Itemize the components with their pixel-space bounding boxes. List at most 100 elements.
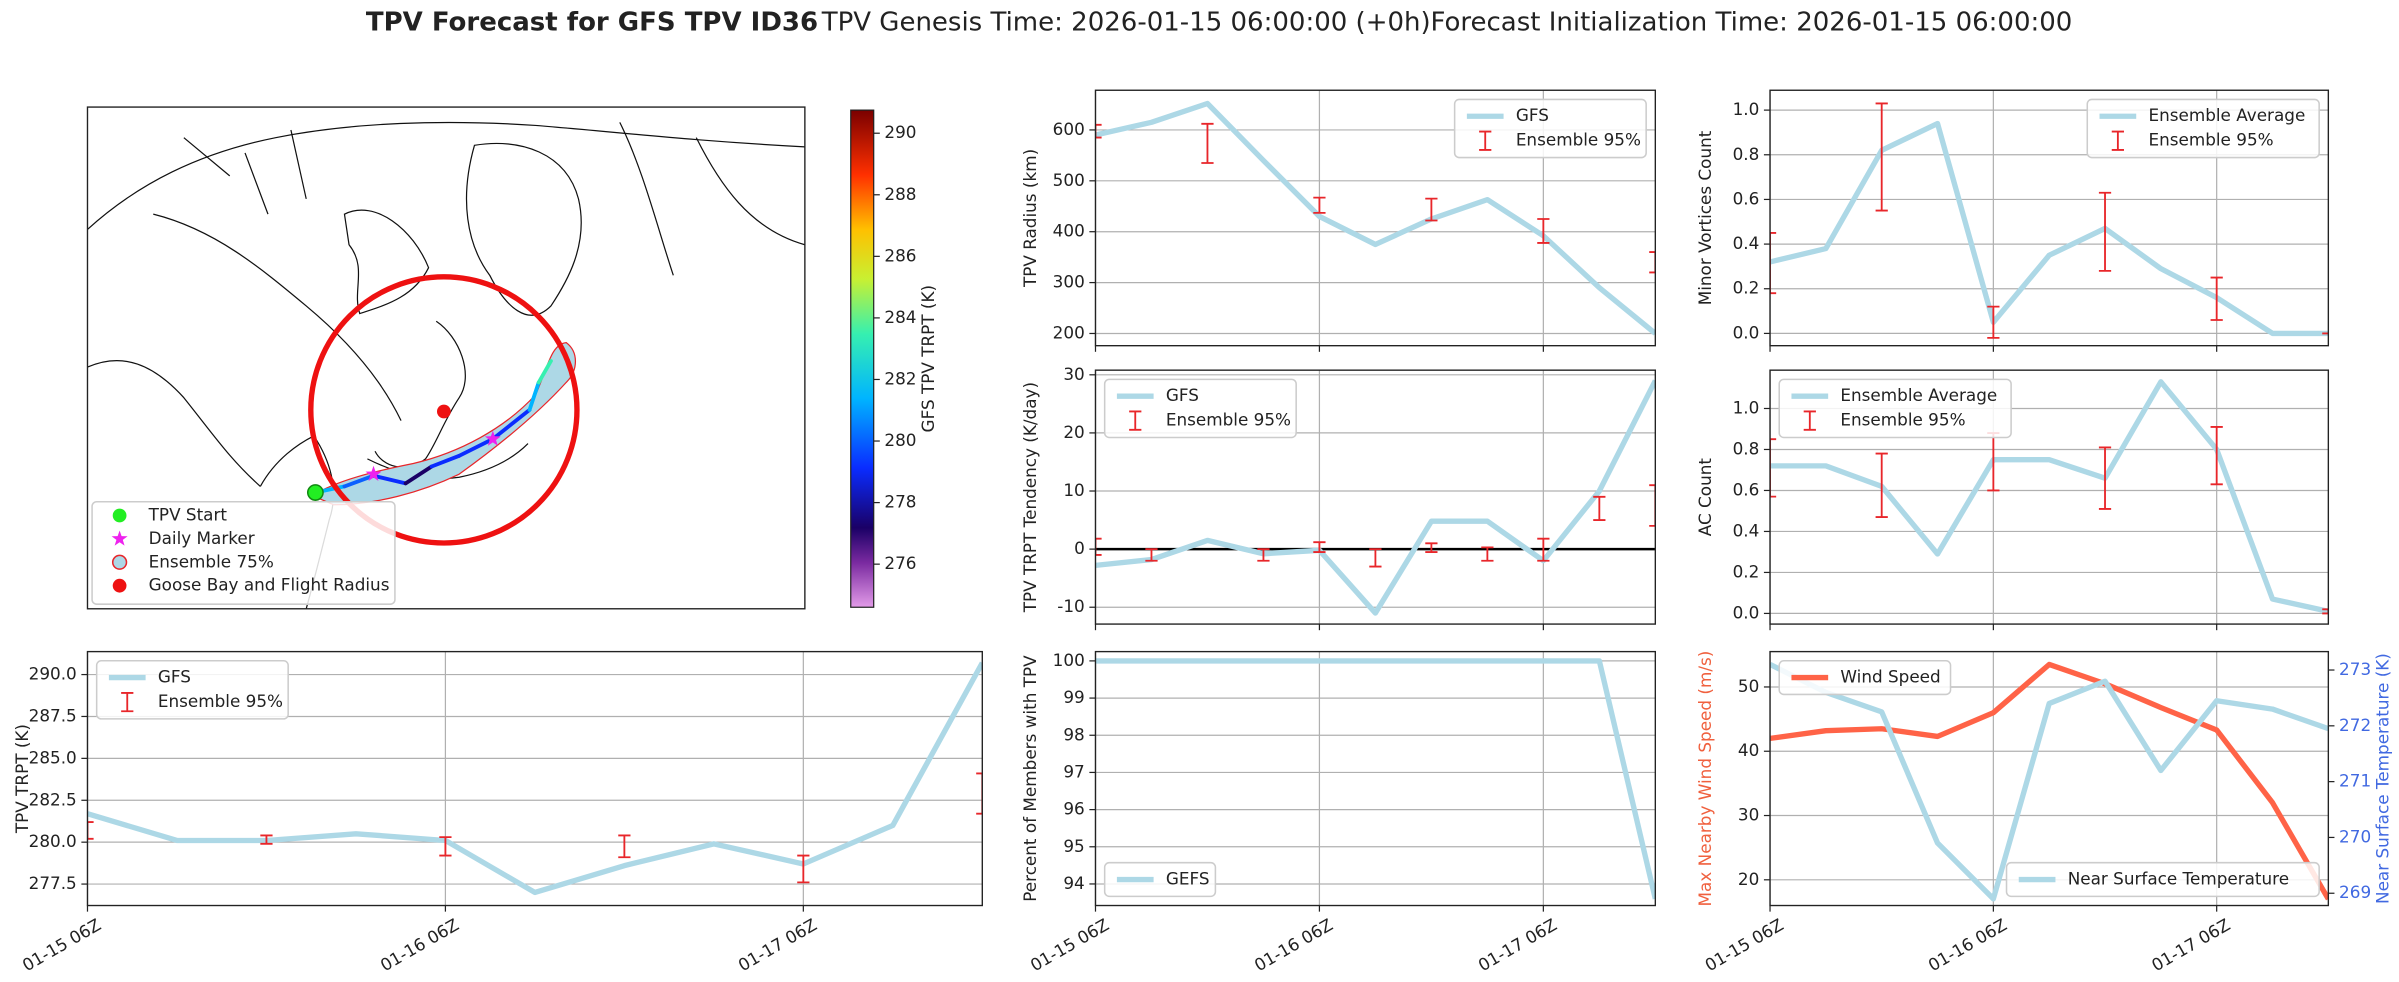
axes-frame [1769, 89, 2330, 347]
error-bar [1770, 232, 1777, 295]
error-bar [797, 854, 810, 884]
track-segment [536, 359, 553, 385]
legend-label: Ensemble 75% [149, 551, 274, 571]
legend-box [1103, 861, 1217, 898]
y-tick-label: 290.0 [29, 664, 77, 684]
y-tick-label: 97 [1063, 761, 1084, 781]
error-bar [1145, 548, 1158, 562]
coastline [374, 320, 466, 468]
y2-tick-label: 269 [2339, 882, 2371, 902]
y2-axis-label: Near Surface Temperature (K) [2372, 653, 2392, 904]
panel: 0.0 0.2 0.4 0.6 0.8 1.0 Minor Vortices Count En… [1695, 89, 2330, 352]
error-bar [1313, 541, 1326, 553]
panel: 200 300 400 500 600 TPV Radius (km) GFS Ensembl… [1020, 89, 1657, 352]
panel: 01-15 06Z 01-16 06Z 01-17 06Z 94 95 96 97 98 99 1… [1020, 650, 1657, 975]
y-tick-label: 282.5 [29, 789, 77, 809]
y-tick-label: 98 [1063, 724, 1084, 744]
x-tick-label: 01-17 06Z [1475, 914, 1560, 975]
error-bar [1481, 546, 1494, 562]
error-bar [260, 834, 273, 845]
error-bar [1875, 452, 1888, 519]
y-tick-label: 10 [1063, 480, 1084, 500]
legend-errorbar [2111, 130, 2124, 151]
y-tick-label: 50 [1738, 676, 1759, 696]
legend: Near Surface Temperature [2005, 861, 2320, 898]
y-tick-label: 0.2 [1733, 561, 1760, 581]
error-bar [1095, 123, 1102, 139]
flight-radius [308, 274, 580, 546]
error-bar [1425, 542, 1438, 553]
legend-marker [111, 554, 128, 570]
colorbar-tick-label: 280 [884, 430, 916, 450]
y-tick-label: 20 [1063, 422, 1084, 442]
panel: 01-15 06Z 01-16 06Z 01-17 06Z 20 30 40 50 269 27… [1695, 651, 2393, 976]
error-bar [1369, 548, 1382, 568]
error-bar [976, 772, 983, 815]
plot-area [1770, 661, 2329, 902]
error-bar [1987, 305, 2000, 339]
legend-box [2086, 98, 2320, 159]
series-line [1095, 100, 1656, 336]
y-tick-label: 0.8 [1733, 438, 1760, 458]
x-tick-label: 01-17 06Z [735, 914, 820, 975]
y-tick-label: 600 [1053, 119, 1085, 139]
legend-label: Ensemble Average [1840, 385, 1997, 405]
y-tick-label: 96 [1063, 799, 1084, 819]
y-tick-label: 99 [1063, 687, 1084, 707]
y-tick-label: 0.2 [1733, 278, 1760, 298]
track-segment [429, 453, 462, 469]
y-axis-label: AC Count [1695, 458, 1715, 537]
init-time: Forecast Initialization Time: 2026-01-15… [1430, 7, 2072, 37]
y-tick-label: -10 [1057, 596, 1084, 616]
daily-marker [365, 465, 382, 481]
genesis-time: TPV Genesis Time: 2026-01-15 06:00:00 (+… [821, 7, 1431, 37]
error-bar [1257, 548, 1270, 562]
colorbar-label: GFS TPV TRPT (K) [918, 285, 938, 433]
axes-frame [86, 650, 983, 907]
tpv-start [306, 484, 324, 501]
legend-errorbar [121, 691, 134, 713]
map-legend: TPV Start Daily Marker Ensemble 75% Goose B… [91, 500, 396, 605]
coastline [183, 129, 307, 215]
y-tick-label: 100 [1053, 650, 1085, 670]
error-bar [2098, 446, 2112, 510]
map-panel: TPV Start Daily Marker Ensemble 75% Goose B… [86, 106, 938, 610]
legend-label: Ensemble Average [2148, 105, 2305, 125]
error-bar [1095, 537, 1102, 556]
colorbar-tick-label: 276 [884, 553, 916, 573]
coastline [153, 213, 402, 421]
y-tick-label: 0.4 [1733, 520, 1760, 540]
legend: Ensemble Average Ensemble 95% [1778, 378, 2012, 439]
plot-area [87, 661, 983, 896]
y2-tick-label: 271 [2339, 771, 2371, 791]
y-tick-label: 94 [1063, 873, 1084, 893]
legend: Wind Speed [1778, 660, 1952, 696]
y-axis-label: Minor Vortices Count [1695, 130, 1715, 305]
legend-box [1778, 378, 2012, 439]
track-segment [403, 464, 434, 486]
legend: Ensemble Average Ensemble 95% [2086, 98, 2320, 159]
map-area [87, 121, 805, 609]
legend-label: Ensemble 95% [2148, 130, 2273, 150]
colorbar [850, 109, 875, 608]
error-bar [2210, 426, 2223, 486]
track-segment [342, 473, 376, 489]
legend-label: GFS [1516, 105, 1549, 125]
y-tick-label: 280.0 [29, 831, 77, 851]
legend-label: TPV Start [148, 504, 228, 524]
x-tick-label: 01-15 06Z [1701, 914, 1786, 975]
track-segment [457, 437, 495, 458]
y-tick-label: 0 [1074, 538, 1085, 558]
error-bar [1425, 197, 1438, 222]
y2-tick-label: 270 [2339, 826, 2371, 846]
error-bar [1201, 122, 1214, 164]
track-segment [371, 473, 408, 486]
y-axis-label: Percent of Members with TPV [1020, 655, 1040, 902]
error-bar [1649, 484, 1656, 527]
legend: GFS Ensemble 95% [1103, 378, 1297, 439]
y-tick-label: 0.0 [1733, 322, 1760, 342]
legend-label: Goose Bay and Flight Radius [149, 575, 390, 595]
coastline [343, 209, 430, 315]
